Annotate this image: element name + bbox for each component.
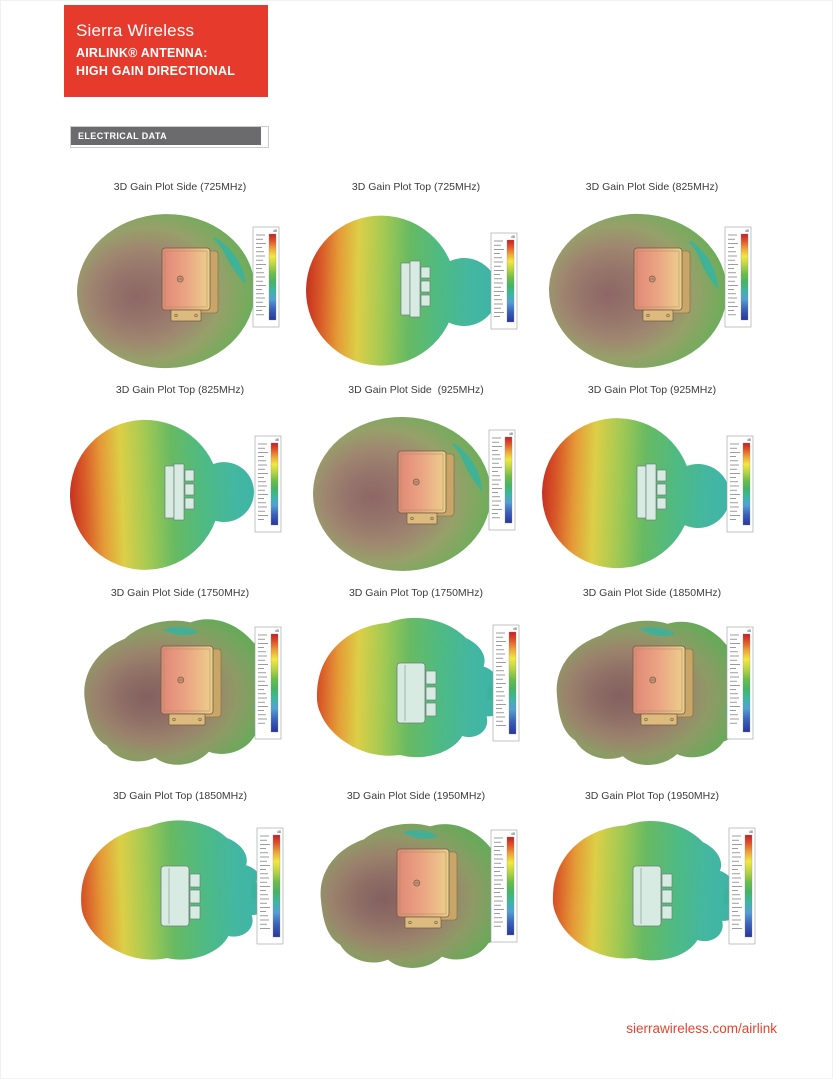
antenna-model	[161, 247, 219, 322]
legend-colorbar: dB	[726, 435, 754, 533]
gain-plot-figure: dB	[69, 402, 291, 580]
product-name: HIGH GAIN DIRECTIONAL	[76, 64, 236, 78]
plot-title: 3D Gain Plot Side (1950MHz)	[346, 790, 486, 802]
gain-plot-cell: 3D Gain Plot Top (1850MHz) dB	[62, 790, 298, 993]
plot-title: 3D Gain Plot Side (825MHz)	[585, 181, 719, 193]
svg-text:dB: dB	[747, 438, 751, 442]
gain-plot: dB	[542, 418, 754, 569]
plot-title: 3D Gain Plot Side (725MHz)	[113, 181, 247, 193]
gain-blob	[306, 215, 498, 366]
legend-colorbar: dB	[726, 626, 754, 740]
gain-plot-cell: 3D Gain Plot Top (1750MHz) dB	[298, 587, 534, 790]
plot-title: 3D Gain Plot Side (1850MHz)	[582, 587, 722, 599]
gain-plot-cell: 3D Gain Plot Side (1950MHz) dB	[298, 790, 534, 993]
gain-plot-figure: dB	[69, 808, 291, 986]
svg-text:dB: dB	[747, 629, 751, 633]
antenna-model	[160, 865, 201, 927]
legend-colorbar: dB	[490, 829, 518, 943]
svg-text:dB: dB	[513, 627, 517, 631]
gain-plot: dB	[84, 619, 282, 765]
gain-blob	[542, 418, 730, 569]
legend-colorbar: dB	[488, 429, 516, 531]
antenna-model	[396, 848, 458, 929]
plot-title: 3D Gain Plot Top (725MHz)	[351, 181, 481, 193]
gain-plot-cell: 3D Gain Plot Side (825MHz) dB	[534, 181, 770, 384]
plot-title: 3D Gain Plot Side (925MHz)	[348, 384, 484, 396]
gain-plot-cell: 3D Gain Plot Top (825MHz) dB	[62, 384, 298, 587]
gain-plot-figure: dB	[69, 605, 291, 783]
gain-plot: dB	[81, 820, 284, 960]
svg-text:dB: dB	[745, 229, 749, 233]
antenna-model	[632, 645, 694, 726]
section-label-electrical-data: ELECTRICAL DATA	[71, 127, 261, 145]
svg-text:dB: dB	[275, 438, 279, 442]
product-line: AIRLINK® ANTENNA:	[76, 46, 208, 60]
gain-plot: dB	[549, 213, 752, 368]
plot-title: 3D Gain Plot Top (1950MHz)	[584, 790, 720, 802]
gain-plot-cell: 3D Gain Plot Top (925MHz) dB	[534, 384, 770, 587]
gain-blob	[70, 419, 254, 570]
header-banner: Sierra Wireless AIRLINK® ANTENNA: HIGH G…	[64, 5, 268, 97]
gain-plot-figure: dB	[541, 605, 763, 783]
antenna-model	[397, 450, 455, 525]
legend-colorbar: dB	[724, 226, 752, 328]
svg-text:dB: dB	[511, 235, 515, 239]
svg-text:dB: dB	[509, 432, 513, 436]
antenna-model	[400, 260, 431, 318]
svg-text:dB: dB	[511, 832, 515, 836]
brand-name: Sierra Wireless	[76, 21, 195, 40]
gain-plot: dB	[70, 419, 282, 570]
gain-plot: dB	[313, 416, 516, 571]
antenna-model	[164, 463, 195, 521]
gain-plot-cell: 3D Gain Plot Top (1950MHz) dB	[534, 790, 770, 993]
gain-plot-figure: dB	[305, 402, 527, 580]
gain-plot-grid: 3D Gain Plot Side (725MHz) dB 3D Gain Pl…	[62, 181, 770, 993]
legend-colorbar: dB	[254, 626, 282, 740]
plot-title: 3D Gain Plot Side (1750MHz)	[110, 587, 250, 599]
gain-plot-figure: dB	[541, 402, 763, 580]
antenna-model	[633, 247, 691, 322]
gain-plot-figure: dB	[69, 199, 291, 377]
plot-title: 3D Gain Plot Top (925MHz)	[587, 384, 717, 396]
svg-text:dB: dB	[275, 629, 279, 633]
legend-colorbar: dB	[728, 827, 756, 945]
gain-plot: dB	[552, 821, 756, 961]
legend-colorbar: dB	[252, 226, 280, 328]
gain-plot-cell: 3D Gain Plot Side (1750MHz) dB	[62, 587, 298, 790]
gain-plot-cell: 3D Gain Plot Side (725MHz) dB	[62, 181, 298, 384]
plot-title: 3D Gain Plot Top (825MHz)	[115, 384, 245, 396]
gain-plot-figure: dB	[541, 199, 763, 377]
antenna-model	[636, 463, 667, 521]
svg-text:dB: dB	[273, 229, 277, 233]
legend-colorbar: dB	[254, 435, 282, 533]
gain-plot-cell: 3D Gain Plot Side (925MHz) dB	[298, 384, 534, 587]
antenna-model	[396, 662, 437, 724]
plot-title: 3D Gain Plot Top (1850MHz)	[112, 790, 248, 802]
antenna-model	[632, 865, 673, 927]
footer-link[interactable]: sierrawireless.com/airlink	[626, 1021, 777, 1036]
gain-plot-figure: dB	[305, 808, 527, 986]
section-header-box: ELECTRICAL DATA	[70, 126, 269, 148]
legend-colorbar: dB	[492, 624, 520, 742]
gain-plot-cell: 3D Gain Plot Top (725MHz) dB	[298, 181, 534, 384]
plot-title: 3D Gain Plot Top (1750MHz)	[348, 587, 484, 599]
gain-plot-figure: dB	[305, 199, 527, 377]
gain-plot: dB	[320, 823, 518, 968]
gain-plot: dB	[306, 215, 518, 366]
gain-plot-cell: 3D Gain Plot Side (1850MHz) dB	[534, 587, 770, 790]
gain-plot: dB	[556, 620, 754, 765]
gain-plot: dB	[77, 214, 280, 369]
gain-plot: dB	[316, 617, 520, 758]
svg-text:dB: dB	[749, 830, 753, 834]
svg-text:dB: dB	[277, 830, 281, 834]
legend-colorbar: dB	[490, 232, 518, 330]
gain-plot-figure: dB	[541, 808, 763, 986]
legend-colorbar: dB	[256, 827, 284, 945]
antenna-model	[160, 645, 222, 726]
gain-plot-figure: dB	[305, 605, 527, 783]
